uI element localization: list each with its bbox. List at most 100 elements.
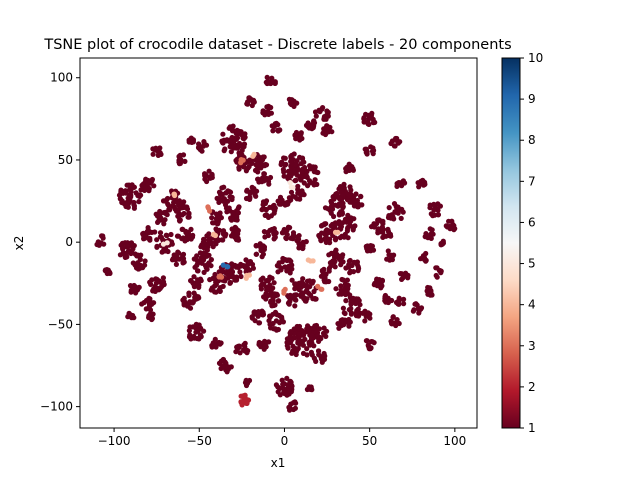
scatter-point xyxy=(222,146,228,152)
scatter-point xyxy=(100,235,106,241)
scatter-point xyxy=(145,225,151,231)
scatter-point xyxy=(217,288,223,294)
scatter-point xyxy=(158,284,165,290)
scatter-point xyxy=(168,231,174,238)
scatter-point xyxy=(253,251,260,257)
scatter-point xyxy=(272,121,278,127)
scatter-point xyxy=(422,256,428,262)
scatter-point xyxy=(397,271,403,277)
scatter-point xyxy=(234,217,240,223)
scatter-point xyxy=(288,189,295,195)
plot-frame xyxy=(79,57,478,429)
scatter-point xyxy=(131,282,137,289)
scatter-point xyxy=(343,298,349,304)
scatter-point xyxy=(238,400,244,406)
scatter-point xyxy=(235,343,241,349)
scatter-point xyxy=(255,161,261,167)
scatter-point xyxy=(265,293,271,299)
scatter-point xyxy=(204,247,210,253)
scatter-point xyxy=(163,211,169,217)
scatter-point xyxy=(251,151,257,157)
scatter-point xyxy=(379,224,385,230)
scatter-point xyxy=(342,291,349,298)
scatter-point xyxy=(322,205,329,211)
scatter-point xyxy=(375,226,381,232)
scatter-point xyxy=(386,205,392,211)
scatter-point xyxy=(290,400,296,406)
scatter-point xyxy=(243,400,250,406)
scatter-point xyxy=(361,115,367,121)
y-tick-label: 0 xyxy=(65,235,73,249)
x-tick-label: −100 xyxy=(98,434,131,448)
scatter-point xyxy=(213,279,219,285)
colorbar-tick-label: 1 xyxy=(528,421,536,435)
scatter-point xyxy=(298,130,304,136)
scatter-point xyxy=(309,280,315,286)
scatter-point xyxy=(364,149,370,155)
scatter-point xyxy=(177,158,183,164)
scatter-point xyxy=(375,230,381,236)
scatter-point xyxy=(215,237,221,243)
scatter-point xyxy=(142,184,148,191)
scatter-point xyxy=(255,176,261,182)
scatter-point xyxy=(350,166,356,172)
scatter-point xyxy=(199,260,205,266)
scatter-point xyxy=(166,206,172,212)
x-tick-label: 50 xyxy=(362,434,377,448)
scatter-point xyxy=(362,308,368,314)
scatter-point xyxy=(181,210,187,217)
scatter-point xyxy=(338,287,344,293)
scatter-point xyxy=(326,278,332,285)
scatter-point xyxy=(281,288,287,294)
scatter-point xyxy=(292,405,298,411)
scatter-point xyxy=(187,324,193,330)
scatter-point xyxy=(338,317,344,323)
scatter-point xyxy=(434,274,440,280)
x-tick-label: 0 xyxy=(281,434,289,448)
scatter-point xyxy=(427,202,433,208)
scatter-point xyxy=(309,332,315,338)
scatter-point xyxy=(266,318,272,324)
scatter-point xyxy=(266,181,272,187)
scatter-point xyxy=(141,234,147,240)
scatter-point xyxy=(205,261,211,268)
scatter-point xyxy=(252,309,258,315)
scatter-point xyxy=(267,174,274,181)
scatter-point xyxy=(158,234,164,240)
scatter-point xyxy=(148,311,154,317)
scatter-point xyxy=(312,164,318,170)
scatter-point xyxy=(401,296,407,302)
scatter-point xyxy=(149,315,155,322)
scatter-point xyxy=(296,241,302,247)
scatter-point xyxy=(233,225,239,231)
scatter-point xyxy=(295,186,301,193)
scatter-point xyxy=(261,294,267,300)
scatter-point xyxy=(206,231,212,237)
scatter-point xyxy=(212,336,218,342)
scatter-point xyxy=(155,219,161,225)
scatter-point xyxy=(141,299,147,306)
scatter-point xyxy=(438,241,444,247)
scatter-point xyxy=(311,288,317,295)
scatter-point xyxy=(152,229,158,235)
scatter-point xyxy=(131,286,137,293)
scatter-point xyxy=(203,142,210,148)
scatter-point xyxy=(447,226,453,232)
scatter-point xyxy=(265,105,272,111)
scatter-point xyxy=(201,250,207,256)
scatter-point xyxy=(246,95,252,101)
scatter-point xyxy=(314,332,321,339)
scatter-point xyxy=(181,300,187,306)
scatter-point xyxy=(357,302,363,308)
scatter-point xyxy=(340,205,346,211)
scatter-point xyxy=(270,311,276,317)
scatter-point xyxy=(245,262,251,268)
scatter-point xyxy=(276,201,283,207)
scatter-point xyxy=(313,113,319,119)
scatter-point xyxy=(147,307,154,313)
scatter-point xyxy=(226,273,232,279)
scatter-point xyxy=(237,153,243,159)
scatter-point xyxy=(336,291,342,297)
scatter-point xyxy=(197,276,204,282)
scatter-point xyxy=(150,151,156,157)
